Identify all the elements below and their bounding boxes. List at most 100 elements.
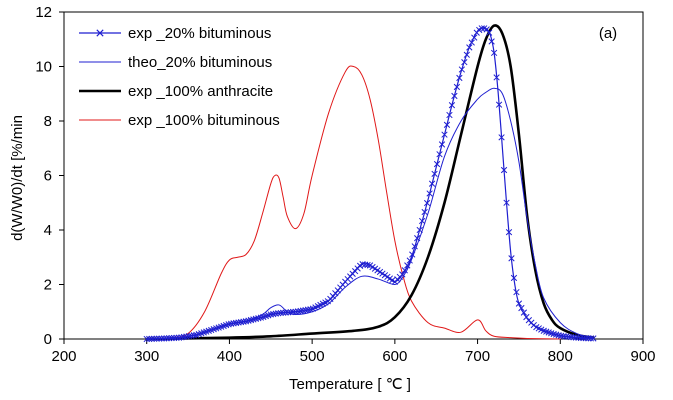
data-point-marker xyxy=(495,101,503,108)
data-point-marker xyxy=(175,334,183,341)
data-point-marker xyxy=(304,306,312,313)
data-point-marker xyxy=(433,160,441,168)
data-point-marker xyxy=(505,229,513,236)
data-point-marker xyxy=(277,309,284,317)
data-point-marker xyxy=(451,92,458,100)
data-point-marker xyxy=(399,271,406,278)
data-point-marker xyxy=(173,334,180,341)
data-point-marker xyxy=(270,310,277,318)
data-point-marker xyxy=(232,319,240,327)
data-point-marker xyxy=(500,166,508,174)
x-tick-label: 300 xyxy=(134,348,159,365)
data-point-marker xyxy=(577,334,585,342)
data-point-marker xyxy=(572,334,580,341)
data-point-marker xyxy=(418,217,426,225)
data-point-marker xyxy=(185,332,193,340)
data-point-marker xyxy=(431,170,438,178)
data-point-marker xyxy=(285,309,292,316)
legend-label: exp _100% anthracite xyxy=(128,83,273,100)
data-point-marker xyxy=(426,190,433,197)
axes: 200 300 400 500 600 700 800 900 0 2 4 6 8 10 12 xyxy=(35,4,655,365)
data-point-marker xyxy=(364,261,371,269)
data-point-marker xyxy=(520,309,528,316)
data-point-marker xyxy=(585,335,592,342)
data-point-marker xyxy=(438,141,446,148)
x-tick-label: 900 xyxy=(630,348,655,365)
data-point-marker xyxy=(275,310,282,317)
data-point-marker xyxy=(240,318,247,325)
x-tick-label: 700 xyxy=(465,348,490,365)
series-3 xyxy=(145,24,595,341)
series-line xyxy=(145,24,595,341)
x-tick-label: 800 xyxy=(548,348,573,365)
data-point-marker xyxy=(163,335,170,342)
data-point-marker xyxy=(359,261,366,268)
data-point-marker xyxy=(180,333,188,341)
data-point-marker xyxy=(272,310,279,317)
data-point-marker xyxy=(513,288,520,296)
data-point-marker xyxy=(404,262,411,269)
data-point-marker xyxy=(471,34,478,41)
data-point-marker xyxy=(188,332,195,339)
data-point-marker xyxy=(302,306,309,314)
y-tick-label: 6 xyxy=(44,168,52,185)
panel-annotation: (a) xyxy=(599,25,617,42)
data-point-marker xyxy=(468,39,475,46)
data-point-marker xyxy=(508,255,515,262)
legend-label: exp _100% bituminous xyxy=(128,112,280,129)
legend-item: theo_20% bituminous xyxy=(79,54,272,71)
data-point-marker xyxy=(416,226,423,234)
data-point-marker xyxy=(490,49,498,57)
data-point-marker xyxy=(282,309,289,316)
legend-label: theo_20% bituminous xyxy=(128,54,272,71)
data-point-marker xyxy=(168,334,175,342)
data-point-marker xyxy=(297,307,304,315)
data-point-marker xyxy=(237,318,245,326)
data-point-marker xyxy=(361,261,369,268)
data-point-marker xyxy=(153,335,160,342)
data-point-marker xyxy=(299,307,307,314)
data-point-marker xyxy=(565,333,572,340)
data-point-marker xyxy=(287,309,294,316)
data-point-marker xyxy=(441,131,448,138)
data-point-marker xyxy=(498,134,505,141)
data-point-marker xyxy=(466,44,473,51)
data-point-marker xyxy=(421,208,428,216)
y-tick-label: 0 xyxy=(44,331,52,348)
data-point-marker xyxy=(294,308,302,315)
legend-marker xyxy=(96,29,104,37)
data-point-marker xyxy=(458,66,466,73)
data-point-marker xyxy=(587,335,595,342)
y-tick-label: 8 xyxy=(44,113,52,130)
data-point-marker xyxy=(423,199,431,207)
x-tick-label: 500 xyxy=(300,348,325,365)
data-point-marker xyxy=(590,335,597,342)
data-point-marker xyxy=(235,319,242,326)
data-point-marker xyxy=(570,334,577,341)
data-point-marker xyxy=(448,102,456,109)
data-point-marker xyxy=(158,335,165,342)
data-point-marker xyxy=(515,300,523,307)
data-point-marker xyxy=(485,29,493,36)
x-tick-label: 400 xyxy=(217,348,242,365)
data-point-marker xyxy=(453,83,461,91)
legend-item: exp _100% anthracite xyxy=(79,83,273,100)
data-point-marker xyxy=(411,243,418,250)
x-tick-label: 600 xyxy=(382,348,407,365)
y-tick-label: 10 xyxy=(35,59,52,76)
data-point-marker xyxy=(409,251,416,258)
data-point-marker xyxy=(190,332,198,339)
series-group xyxy=(143,24,597,343)
data-point-marker xyxy=(488,38,495,45)
data-point-marker xyxy=(518,304,525,312)
data-point-marker xyxy=(456,74,463,82)
data-point-marker xyxy=(165,335,173,342)
data-point-marker xyxy=(155,335,163,342)
data-point-marker xyxy=(493,74,500,81)
data-point-marker xyxy=(557,332,565,339)
data-point-marker xyxy=(428,180,436,187)
data-point-marker xyxy=(406,257,413,264)
data-point-marker xyxy=(580,334,587,342)
y-tick-label: 4 xyxy=(44,222,52,239)
